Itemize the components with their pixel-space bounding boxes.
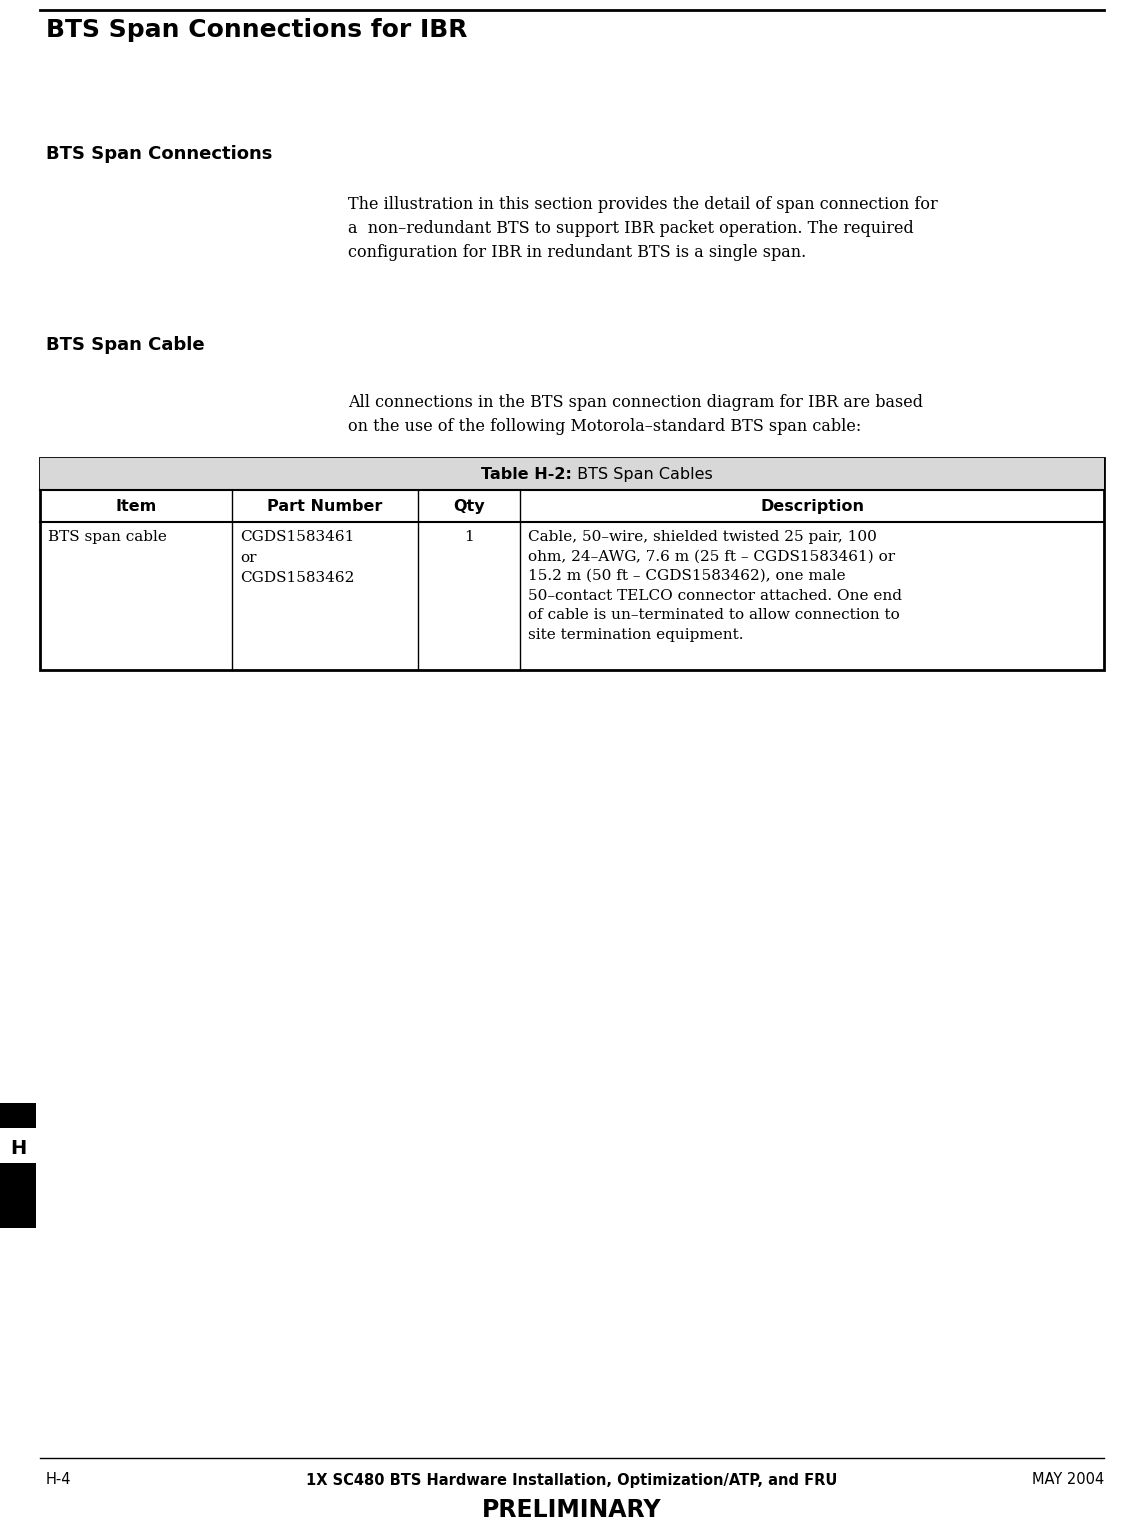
- Text: BTS Span Connections for IBR: BTS Span Connections for IBR: [46, 18, 468, 41]
- Text: H-4: H-4: [46, 1472, 71, 1487]
- Text: Cable, 50–wire, shielded twisted 25 pair, 100
ohm, 24–AWG, 7.6 m (25 ft – CGDS15: Cable, 50–wire, shielded twisted 25 pair…: [529, 530, 901, 642]
- Text: 1X SC480 BTS Hardware Installation, Optimization/ATP, and FRU: 1X SC480 BTS Hardware Installation, Opti…: [307, 1472, 837, 1487]
- Text: Table H-2:: Table H-2:: [482, 467, 572, 482]
- Text: All connections in the BTS span connection diagram for IBR are based
on the use : All connections in the BTS span connecti…: [348, 394, 923, 434]
- Bar: [40, 457, 1104, 490]
- Text: MAY 2004: MAY 2004: [1032, 1472, 1104, 1487]
- Text: Description: Description: [760, 499, 864, 514]
- Bar: [0, 1164, 35, 1228]
- Text: PRELIMINARY: PRELIMINARY: [482, 1498, 662, 1523]
- Text: BTS Span Cables: BTS Span Cables: [572, 467, 713, 482]
- Bar: [0, 1104, 35, 1128]
- Bar: [40, 457, 1104, 669]
- Text: Part Number: Part Number: [268, 499, 383, 514]
- Text: Qty: Qty: [453, 499, 485, 514]
- Text: BTS span cable: BTS span cable: [48, 530, 167, 543]
- Text: H: H: [10, 1139, 26, 1157]
- Text: 1: 1: [464, 530, 474, 543]
- Text: Item: Item: [116, 499, 157, 514]
- Text: BTS Span Connections: BTS Span Connections: [46, 144, 272, 163]
- Text: BTS Span Cable: BTS Span Cable: [46, 336, 205, 355]
- Text: The illustration in this section provides the detail of span connection for
a  n: The illustration in this section provide…: [348, 196, 938, 261]
- Text: CGDS1583461
or
CGDS1583462: CGDS1583461 or CGDS1583462: [240, 530, 355, 585]
